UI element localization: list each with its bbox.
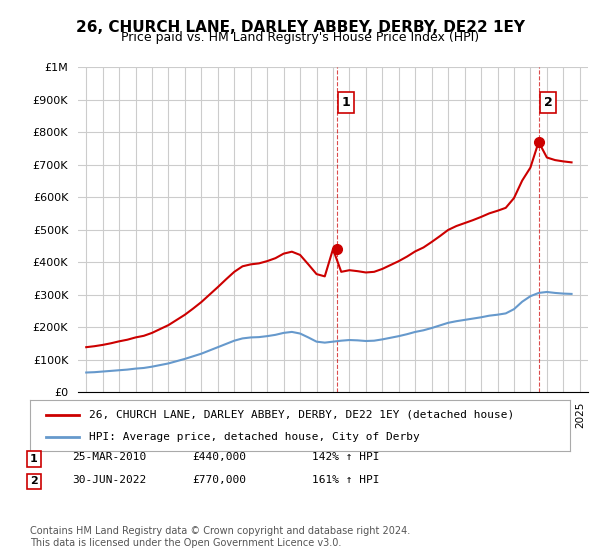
Text: 1: 1	[342, 96, 350, 109]
Text: 25-MAR-2010: 25-MAR-2010	[72, 452, 146, 463]
Text: £440,000: £440,000	[192, 452, 246, 463]
Text: Price paid vs. HM Land Registry's House Price Index (HPI): Price paid vs. HM Land Registry's House …	[121, 31, 479, 44]
Text: 1: 1	[30, 454, 38, 464]
Text: HPI: Average price, detached house, City of Derby: HPI: Average price, detached house, City…	[89, 432, 420, 442]
Text: 142% ↑ HPI: 142% ↑ HPI	[312, 452, 380, 463]
Text: 2: 2	[30, 477, 38, 487]
Text: 30-JUN-2022: 30-JUN-2022	[72, 475, 146, 485]
Text: 2: 2	[544, 96, 553, 109]
Text: Contains HM Land Registry data © Crown copyright and database right 2024.
This d: Contains HM Land Registry data © Crown c…	[30, 526, 410, 548]
Text: 161% ↑ HPI: 161% ↑ HPI	[312, 475, 380, 485]
Text: 26, CHURCH LANE, DARLEY ABBEY, DERBY, DE22 1EY: 26, CHURCH LANE, DARLEY ABBEY, DERBY, DE…	[76, 20, 524, 35]
Text: £770,000: £770,000	[192, 475, 246, 485]
Text: 26, CHURCH LANE, DARLEY ABBEY, DERBY, DE22 1EY (detached house): 26, CHURCH LANE, DARLEY ABBEY, DERBY, DE…	[89, 409, 515, 419]
